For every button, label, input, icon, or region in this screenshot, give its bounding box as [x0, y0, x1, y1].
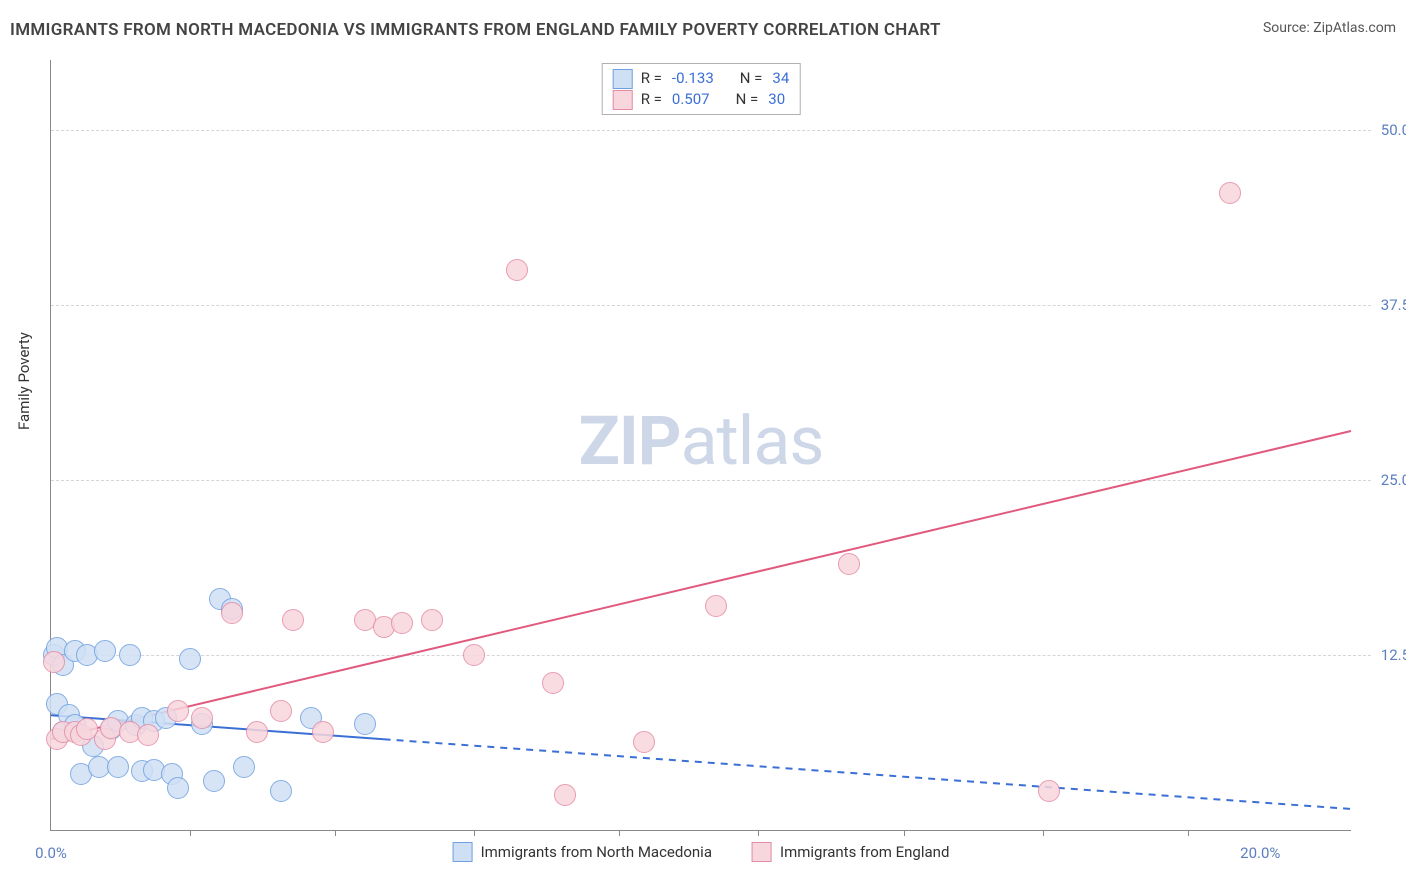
data-point	[354, 713, 376, 735]
data-point	[1038, 780, 1060, 802]
series-legend: Immigrants from North Macedonia Immigran…	[453, 842, 950, 862]
data-point	[1219, 182, 1241, 204]
data-point	[221, 602, 243, 624]
trend-lines	[51, 60, 1351, 830]
legend-item-england: Immigrants from England	[752, 842, 949, 862]
data-point	[506, 259, 528, 281]
data-point	[137, 724, 159, 746]
data-point	[391, 612, 413, 634]
data-point	[246, 721, 268, 743]
data-point	[421, 609, 443, 631]
source-attribution: Source: ZipAtlas.com	[1263, 20, 1396, 36]
data-point	[282, 609, 304, 631]
data-point	[554, 784, 576, 806]
data-point	[463, 644, 485, 666]
data-point	[119, 644, 141, 666]
data-point	[167, 777, 189, 799]
data-point	[542, 672, 564, 694]
data-point	[43, 651, 65, 673]
data-point	[270, 700, 292, 722]
y-axis-label: Family Poverty	[15, 332, 33, 430]
x-tick-label: 20.0%	[1240, 844, 1280, 862]
swatch-macedonia	[613, 69, 633, 89]
swatch-england	[613, 90, 633, 110]
data-point	[312, 721, 334, 743]
data-point	[270, 780, 292, 802]
header: IMMIGRANTS FROM NORTH MACEDONIA VS IMMIG…	[10, 20, 1396, 40]
watermark: ZIPatlas	[579, 401, 824, 481]
y-tick-label: 12.5%	[1381, 646, 1406, 664]
data-point	[705, 595, 727, 617]
legend-row-england: R = 0.507 N = 30	[613, 89, 790, 110]
correlation-legend: R = -0.133 N = 34 R = 0.507 N = 30	[602, 63, 801, 115]
swatch-macedonia-icon	[453, 842, 473, 862]
legend-item-macedonia: Immigrants from North Macedonia	[453, 842, 712, 862]
data-point	[233, 756, 255, 778]
y-tick-label: 25.0%	[1381, 471, 1406, 489]
y-tick-label: 37.5%	[1381, 296, 1406, 314]
data-point	[167, 700, 189, 722]
data-point	[838, 553, 860, 575]
data-point	[191, 707, 213, 729]
data-point	[94, 640, 116, 662]
data-point	[203, 770, 225, 792]
legend-row-macedonia: R = -0.133 N = 34	[613, 68, 790, 89]
chart-title: IMMIGRANTS FROM NORTH MACEDONIA VS IMMIG…	[10, 20, 941, 40]
data-point	[107, 756, 129, 778]
x-tick-label: 0.0%	[35, 844, 67, 862]
swatch-england-icon	[752, 842, 772, 862]
data-point	[633, 731, 655, 753]
y-tick-label: 50.0%	[1381, 121, 1406, 139]
data-point	[179, 648, 201, 670]
plot-area: ZIPatlas R = -0.133 N = 34 R = 0.507 N =…	[50, 60, 1351, 831]
